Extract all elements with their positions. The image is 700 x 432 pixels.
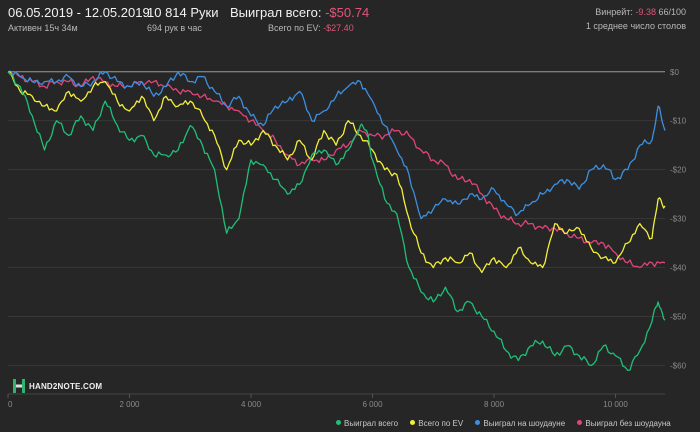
y-tick-label: -$60 <box>670 362 687 371</box>
hands-count: 10 814 Руки <box>147 5 219 20</box>
winrate-label: Винрейт: <box>595 7 633 17</box>
date-range: 06.05.2019 - 12.05.2019 <box>8 5 150 20</box>
winrate-ratio: 66/100 <box>658 7 686 17</box>
results-graph: $0 -$10 -$20 -$30 -$40 -$50 -$60 0 2 000 4 000 6 … <box>7 68 687 409</box>
y-tick-label: -$30 <box>670 215 687 224</box>
legend-dot-showdown <box>475 420 481 425</box>
legend-item-no-showdown[interactable]: Выиграл без шоудауна <box>577 419 671 428</box>
y-tick-label: -$40 <box>670 264 687 273</box>
legend-item-showdown[interactable]: Выиграл на шоудауне <box>475 419 565 428</box>
chart-legend: Выиграл всего Всего по EV Выиграл на шоу… <box>336 419 681 431</box>
x-tick-label: 0 <box>8 400 13 409</box>
won-total-label: Выиграл всего: <box>230 5 322 20</box>
x-tick-label: 10 000 <box>603 400 628 409</box>
ev-total-value: -$27.40 <box>323 23 354 33</box>
hand2note-logo-text: HAND2NOTE.COM <box>29 381 103 391</box>
legend-label-no-showdown: Выиграл без шоудауна <box>585 419 671 428</box>
x-tick-label: 6 000 <box>363 400 384 409</box>
legend-dot-ev <box>410 420 416 425</box>
legend-label-ev: Всего по EV <box>418 419 464 428</box>
x-tick-label: 2 000 <box>119 400 140 409</box>
legend-dot-no-showdown <box>577 420 583 425</box>
hands-per-hour: 694 рук в час <box>147 23 202 33</box>
legend-dot-won-total <box>336 420 341 425</box>
x-tick-label: 4 000 <box>241 400 262 409</box>
hand2note-logo-icon <box>13 379 25 393</box>
winrate-value: -9.38 <box>635 7 656 17</box>
y-tick-label: $0 <box>670 68 679 77</box>
legend-label-won-total: Выиграл всего <box>344 419 399 428</box>
y-tick-label: -$20 <box>670 166 687 175</box>
avg-tables: 1 среднее число столов <box>585 21 686 31</box>
series-line-won-total <box>7 71 666 372</box>
legend-label-showdown: Выиграл на шоудауне <box>483 419 566 428</box>
x-tick-label: 8 000 <box>484 400 505 409</box>
series-line-ev <box>7 71 666 274</box>
y-tick-label: -$50 <box>670 313 687 322</box>
ev-total-label: Всего по EV: <box>268 23 321 33</box>
series-line-no-showdown <box>7 71 666 269</box>
legend-item-ev[interactable]: Всего по EV <box>410 419 463 428</box>
hand2note-logo: HAND2NOTE.COM <box>13 378 102 394</box>
legend-item-won-total[interactable]: Выиграл всего <box>336 419 398 428</box>
ev-total: Всего по EV: -$27.40 <box>268 23 354 33</box>
won-total: Выиграл всего: -$50.74 <box>230 5 369 20</box>
winrate: Винрейт: -9.38 66/100 <box>595 7 686 17</box>
active-time: Активен 15ч 34м <box>8 23 78 33</box>
stats-header: 06.05.2019 - 12.05.2019 Активен 15ч 34м … <box>0 0 700 40</box>
won-total-value: -$50.74 <box>325 5 370 20</box>
series-line-showdown <box>7 70 666 220</box>
y-tick-label: -$10 <box>670 117 687 126</box>
